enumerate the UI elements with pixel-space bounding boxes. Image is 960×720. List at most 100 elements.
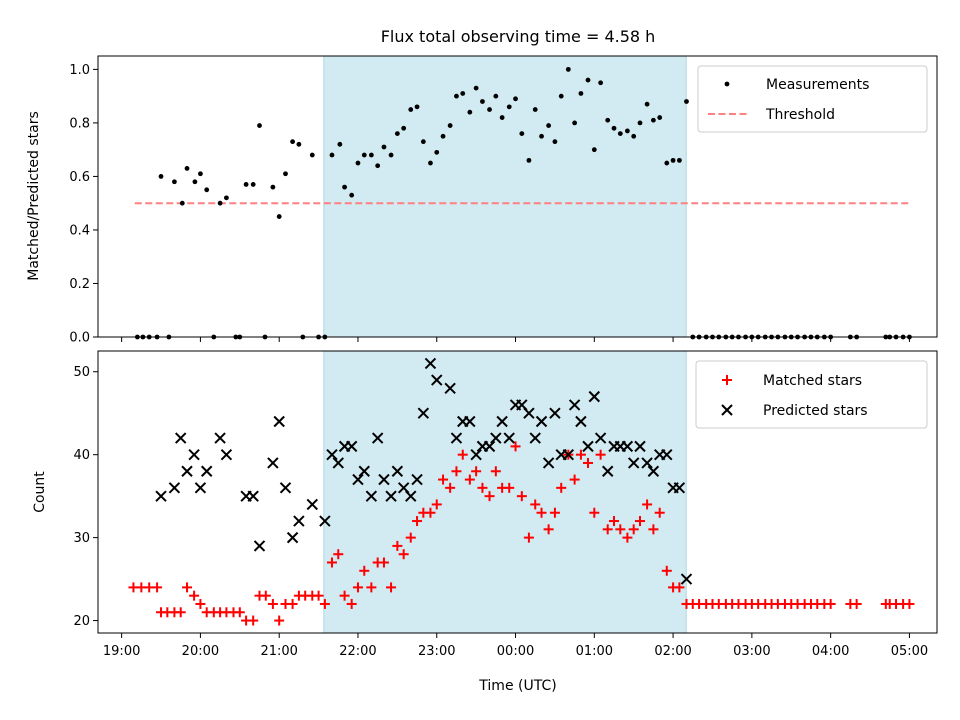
predicted-point [358,465,370,477]
legend-measurements-marker [724,81,730,87]
top-observing-window [323,55,687,338]
measurement-point [342,184,347,190]
matched-point [431,499,442,510]
cross-b [424,357,437,370]
bottom-x-tick-label: 02:00 [654,644,691,659]
predicted-point [319,515,331,527]
predicted-point [155,490,167,502]
predicted-point [188,448,200,461]
matched-point [346,598,357,609]
measurement-point [184,166,190,171]
cross-b [601,465,614,477]
matched-point [398,549,409,560]
measurement-point [487,107,492,112]
matched-point [516,491,527,502]
measurement-point [420,139,426,145]
measurement-point [670,157,676,163]
predicted-point [601,465,614,477]
measurement-point [473,85,479,91]
matched-point [642,499,653,510]
predicted-point [385,490,397,502]
matched-point [189,590,200,601]
predicted-point [680,573,693,585]
matched-point [484,491,495,502]
matched-point [457,449,468,460]
cross-b [568,399,581,411]
predicted-point [661,448,673,461]
matched-point [471,466,482,477]
measurement-point [493,93,499,99]
measurement-point [480,99,485,104]
cross-b [385,490,397,502]
predicted-point [496,415,508,428]
cross-b [411,473,423,486]
predicted-point [549,407,561,419]
bottom-x-tick-label: 04:00 [812,644,849,659]
cross-b [194,482,207,494]
cross-b [273,415,285,428]
matched-point [575,449,586,460]
measurement-point [684,99,689,104]
legend-predicted-label: Predicted stars [763,403,868,419]
measurement-point [381,144,387,150]
predicted-point [247,490,259,502]
measurement-point [355,160,361,166]
cross-b [594,432,607,444]
measurement-point [283,171,288,177]
legend-matched-label: Matched stars [763,373,862,389]
matched-point [569,474,580,485]
cross-b [575,415,587,428]
measurement-point [388,152,394,158]
measurement-point [585,77,591,83]
cross-b [661,448,673,461]
predicted-point [490,432,502,444]
matched-point [267,598,278,609]
measurement-point [309,152,315,158]
bottom-x-tick-label: 19:00 [103,644,140,659]
measurement-point [198,171,203,177]
measurement-point [401,125,407,131]
cross-b [201,465,213,477]
measurement-point [414,104,420,110]
cross-b [444,382,456,395]
cross-b [490,432,502,444]
measurement-point [591,147,597,153]
top-y-tick-label: 0.8 [69,116,90,131]
cross-b [175,432,187,444]
cross-b [332,457,344,469]
top-frame [97,55,938,338]
matched-point [152,582,163,593]
predicted-point [220,448,233,461]
matched-point [464,474,475,485]
cross-b [542,457,555,469]
bottom-y-tick-label: 20 [73,614,90,629]
cross-b [155,490,167,502]
top-legend: Measurements Threshold [697,65,928,133]
matched-point [195,598,206,609]
cross-b [181,465,193,477]
predicted-point [627,457,640,469]
bottom-legend-box [695,360,928,429]
predicted-point [352,473,364,486]
predicted-point [470,448,482,461]
matched-point [825,598,836,609]
bottom-axes: 20 30 40 50 19:00 20:00 21:00 22:00 23:00 00:00 01… [73,350,938,659]
cross-b [371,432,384,444]
measurement-point [270,184,276,190]
predicted-point [175,432,187,444]
cross-b [345,440,358,453]
predicted-point [201,465,213,477]
predicted-point [194,482,207,494]
cross-b [516,399,528,411]
matched-point [602,524,613,535]
predicted-point [306,498,318,511]
predicted-point [253,540,266,552]
bottom-observing-window [323,350,687,634]
top-y-axis-label: Matched/Predicted stars [26,111,42,281]
matched-point [326,557,337,568]
measurement-point [650,117,656,123]
matched-point [615,524,626,535]
measurement-point [676,157,682,163]
measurement-point [631,133,637,139]
measurement-point [375,163,381,169]
